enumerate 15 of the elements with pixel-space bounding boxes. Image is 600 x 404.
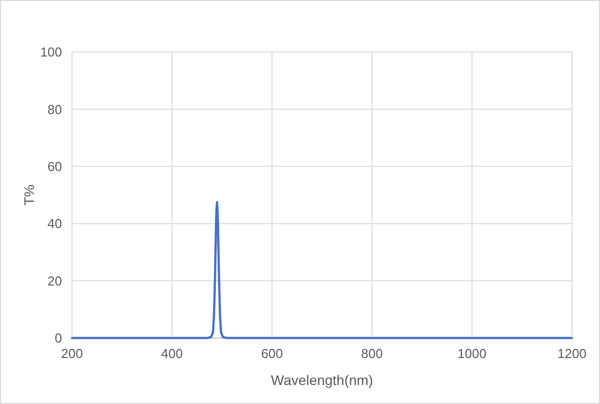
y-tick-label: 100 bbox=[40, 44, 62, 60]
x-axis-title: Wavelength(nm) bbox=[270, 372, 374, 388]
y-tick-label: 60 bbox=[48, 158, 62, 174]
y-tick-label: 80 bbox=[48, 102, 62, 117]
x-tick-label: 200 bbox=[61, 346, 83, 361]
x-tick-label: 1000 bbox=[458, 346, 486, 361]
x-tick-label: 400 bbox=[161, 346, 183, 361]
y-tick-label: 20 bbox=[48, 273, 62, 288]
x-tick-label: 800 bbox=[361, 346, 383, 361]
line-series bbox=[70, 201, 574, 340]
y-tick-label: 0 bbox=[54, 330, 62, 346]
y-axis-title: T% bbox=[21, 184, 37, 206]
x-tick-label: 600 bbox=[261, 346, 283, 361]
y-tick-label: 40 bbox=[48, 216, 62, 232]
x-tick-label: 1200 bbox=[558, 346, 586, 361]
